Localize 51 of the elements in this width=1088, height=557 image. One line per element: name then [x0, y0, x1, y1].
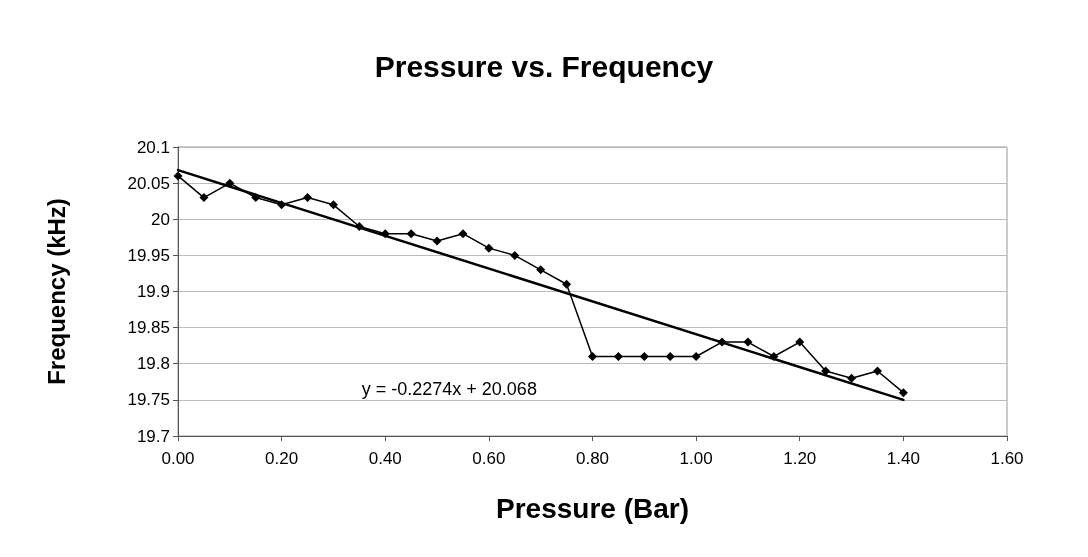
- point: [847, 373, 857, 383]
- point: [872, 366, 882, 376]
- point: [303, 193, 313, 203]
- x-tick-label: 0.40: [368, 449, 402, 468]
- point: [251, 193, 261, 203]
- point: [536, 265, 546, 275]
- point: [458, 229, 468, 239]
- x-tick-label: 0.60: [472, 449, 506, 468]
- point: [769, 352, 779, 362]
- x-tick-label: 0.00: [161, 449, 195, 468]
- point: [613, 352, 623, 362]
- x-tick-label: 1.00: [679, 449, 713, 468]
- point: [743, 337, 753, 347]
- x-tick-label: 1.40: [886, 449, 920, 468]
- point: [484, 243, 494, 253]
- point: [380, 229, 390, 239]
- point: [665, 352, 675, 362]
- annotation: y = -0.2274x + 20.068: [361, 379, 537, 399]
- point: [225, 178, 235, 188]
- point: [173, 171, 183, 181]
- y-tick-label: 20.05: [127, 173, 170, 193]
- y-tick-label: 19.75: [127, 390, 170, 410]
- x-tick-label: 0.20: [265, 449, 299, 468]
- x-tick-label: 1.20: [783, 449, 817, 468]
- x-tick-label: 1.60: [990, 449, 1024, 468]
- point: [898, 388, 908, 398]
- y-tick-label: 19.8: [136, 354, 170, 374]
- y-tick-label: 19.95: [127, 245, 170, 265]
- point: [199, 193, 209, 203]
- point: [328, 200, 338, 210]
- y-tick-label: 20.1: [136, 137, 170, 157]
- point: [432, 236, 442, 246]
- point: [795, 337, 805, 347]
- y-tick-label: 20: [151, 209, 170, 229]
- y-axis-title: Frequency (kHz): [42, 198, 70, 385]
- point: [588, 352, 597, 362]
- chart-title: Pressure vs. Frequency: [374, 49, 714, 83]
- x-tick-label: 0.80: [575, 449, 610, 468]
- point: [821, 366, 831, 376]
- point: [354, 221, 364, 231]
- point: [510, 250, 520, 260]
- x-axis-title: Pressure (Bar): [496, 492, 689, 524]
- point: [691, 352, 701, 362]
- point: [562, 279, 572, 289]
- point: [277, 200, 287, 210]
- y-tick-label: 19.85: [127, 318, 170, 338]
- point: [639, 352, 649, 362]
- point: [406, 229, 416, 239]
- y-tick-label: 19.7: [136, 426, 170, 446]
- point: [717, 337, 727, 347]
- y-tick-label: 19.9: [136, 282, 170, 301]
